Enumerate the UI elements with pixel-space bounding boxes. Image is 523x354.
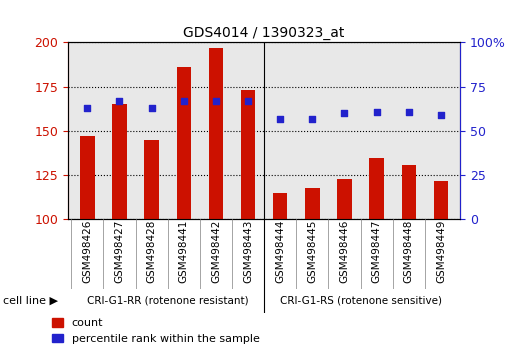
Text: CRI-G1-RS (rotenone sensitive): CRI-G1-RS (rotenone sensitive) (280, 296, 441, 306)
Point (437, 112, 445, 118)
Bar (209, 48, 223, 219)
Point (372, 109, 381, 114)
Point (405, 109, 413, 114)
Text: GSM498447: GSM498447 (372, 219, 382, 283)
Point (179, 98, 188, 104)
Text: CRI-G1-RR (rotenone resistant): CRI-G1-RR (rotenone resistant) (87, 296, 248, 306)
Bar (273, 193, 288, 219)
Bar (241, 90, 255, 219)
Bar (112, 104, 127, 219)
Bar (80, 136, 95, 219)
Text: GSM498449: GSM498449 (436, 219, 446, 283)
Bar (176, 67, 191, 219)
Point (340, 110, 349, 116)
Point (244, 98, 252, 104)
Legend: count, percentile rank within the sample: count, percentile rank within the sample (48, 314, 264, 348)
Point (276, 116, 285, 121)
Bar (402, 165, 416, 219)
Bar (144, 140, 159, 219)
Bar (369, 158, 384, 219)
Point (212, 98, 220, 104)
Text: GSM498442: GSM498442 (211, 219, 221, 283)
Text: GSM498446: GSM498446 (339, 219, 349, 283)
Bar (305, 188, 320, 219)
Point (147, 105, 156, 111)
Point (115, 98, 123, 104)
Bar (337, 179, 352, 219)
Text: GSM498426: GSM498426 (82, 219, 92, 283)
Text: GSM498445: GSM498445 (308, 219, 317, 283)
Text: GSM498444: GSM498444 (275, 219, 285, 283)
Text: GSM498427: GSM498427 (115, 219, 124, 283)
Bar (434, 181, 448, 219)
Text: GSM498428: GSM498428 (146, 219, 156, 283)
Point (83, 105, 92, 111)
Point (308, 116, 316, 121)
Text: GSM498443: GSM498443 (243, 219, 253, 283)
Text: GSM498441: GSM498441 (179, 219, 189, 283)
Title: GDS4014 / 1390323_at: GDS4014 / 1390323_at (184, 26, 345, 40)
Text: GSM498448: GSM498448 (404, 219, 414, 283)
Text: cell line ▶: cell line ▶ (3, 296, 58, 306)
